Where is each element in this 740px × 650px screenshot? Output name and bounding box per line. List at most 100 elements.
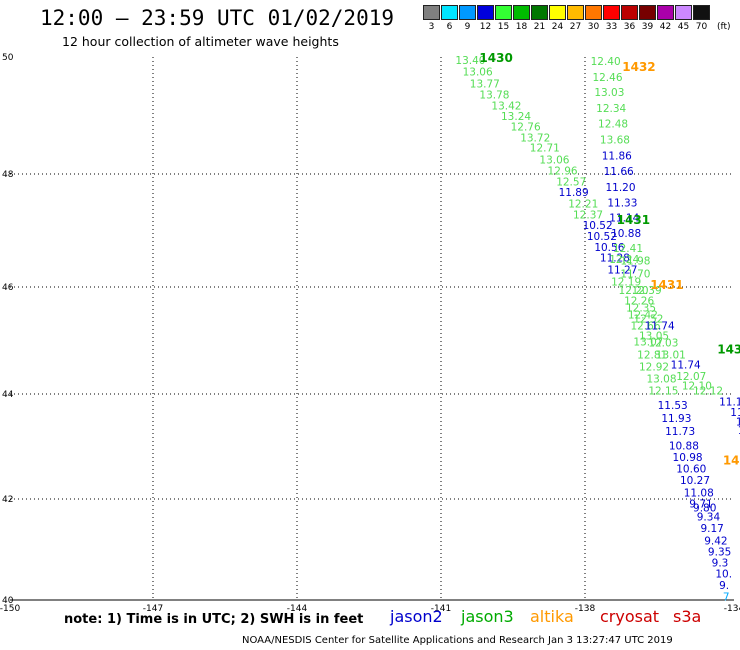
wave-height-obs: 10 [738,425,740,437]
wave-height-obs: 9. [719,580,729,592]
wave-height-obs: 11.74 [671,360,701,372]
lon-tick-label: -141 [431,604,451,614]
legend-label-6: 6 [446,22,453,32]
legend-label-39: 39 [641,22,654,32]
wave-height-obs: 10. [715,569,732,581]
wave-height-obs: 11.74 [645,321,675,333]
wave-height-obs: 11.93 [661,413,691,425]
wave-height-obs: 13.40 [455,55,485,67]
legend-swatch-70 [693,5,710,20]
legend-label-33: 33 [605,22,618,32]
wave-height-obs: 12.07 [676,371,706,383]
legend-swatch-30 [585,5,602,20]
wave-height-obs: 12.19 [611,276,641,288]
lon-tick-label: -147 [143,604,163,614]
lat-tick-label: 46 [2,283,14,293]
wave-height-obs: 9.80 [693,503,716,515]
wave-height-obs: 13.03 [594,87,624,99]
wave-height-obs: 12.71 [530,143,560,155]
wave-height-obs: 12.10 [682,380,712,392]
legend-swatch-18 [513,5,530,20]
wave-height-obs: 12.76 [511,122,541,134]
lon-tick-label: -144 [287,604,308,614]
wave-height-obs: 12.24 [609,254,639,266]
wave-height-obs: 12.15 [648,385,678,397]
legend-swatch-24 [549,5,566,20]
wave-height-obs: 12.92 [639,362,669,374]
wave-height-obs: 13.06 [539,154,569,166]
pass-time-label: 1430 [479,51,512,65]
legend-swatch-6 [441,5,458,20]
wave-height-obs: 12.81 [637,349,667,361]
wave-height-obs: 12.48 [598,119,628,131]
wave-height-obs: 12.12 [693,385,723,397]
wave-height-obs: 9.35 [708,547,731,559]
wave-height-obs: 11.14 [609,213,639,225]
wave-height-obs: 13.42 [491,101,521,113]
wave-height-obs: 10.7 [736,416,740,428]
legend-swatch-21 [531,5,548,20]
pass-time-label: 14 [723,454,740,468]
wave-height-obs: 12.35 [626,302,656,314]
wave-height-obs: 12.39 [632,285,662,297]
wave-height-obs: 9.42 [704,535,727,547]
legend-unit: (ft) [717,22,731,32]
wave-height-obs: 12.57 [556,176,586,188]
wave-height-obs: 12.52 [633,314,663,326]
wave-height-obs: 7 [723,591,730,603]
legend-label-18: 18 [515,22,528,32]
wave-height-obs: 11.13 [719,396,740,408]
wave-height-obs: 10.88 [611,228,641,240]
lon-tick-label: -134 [724,604,740,614]
wave-height-obs: 11.28 [600,253,630,265]
legend-label-24: 24 [551,22,564,32]
wave-height-obs: 11.73 [665,426,695,438]
satellite-legend-jason3: jason3 [461,607,514,626]
legend-swatch-42 [657,5,674,20]
wave-height-obs: 13.77 [470,78,500,90]
wave-height-obs: 11.27 [607,264,637,276]
lat-tick-label: 40 [2,596,14,606]
wave-height-obs: 13.08 [646,373,676,385]
legend-label-45: 45 [677,22,690,32]
legend-swatch-45 [675,5,692,20]
satellite-legend-cryosat: cryosat [600,607,660,626]
legend-swatch-39 [639,5,656,20]
legend-label-36: 36 [623,22,636,32]
wave-height-obs: 9.17 [700,523,723,535]
wave-height-obs: 12.21 [568,198,598,210]
legend-label-9: 9 [464,22,471,32]
lat-tick-label: 48 [2,170,14,180]
wave-height-obs: 11.66 [604,166,634,178]
lat-tick-label: 44 [2,390,14,400]
wave-height-obs: 13.01 [656,349,686,361]
wave-height-obs: 13.68 [600,134,630,146]
wave-height-obs: 11.08 [684,488,714,500]
wave-height-obs: 11.89 [559,187,589,199]
legend-swatch-3 [423,5,440,20]
legend-swatch-12 [477,5,494,20]
wave-height-obs: 11.20 [605,182,635,194]
legend-label-12: 12 [479,22,492,32]
legend-label-15: 15 [497,22,510,32]
wave-height-obs: 13.06 [463,67,493,79]
satellite-legend-jason2: jason2 [390,607,443,626]
wave-height-obs: 12.37 [573,210,603,222]
lat-tick-label: 50 [2,53,14,63]
wave-height-obs: 10.98 [673,452,703,464]
wave-height-obs: 12.20 [619,285,649,297]
wave-height-obs: 11.86 [602,150,632,162]
lat-tick-label: 42 [2,495,13,505]
wave-height-obs: 12.03 [648,338,678,350]
wave-height-obs: 13.05 [639,331,669,343]
wave-height-obs: 10.56 [594,242,624,254]
wave-height-obs: 11.70 [620,268,650,280]
wave-height-obs: 12.66 [630,321,660,333]
wave-height-obs: 9.3 [712,558,729,570]
map-subtitle: 12 hour collection of altimeter wave hei… [62,34,339,49]
legend-label-70: 70 [695,22,708,32]
credit-line: NOAA/NESDIS Center for Satellite Applica… [242,635,673,646]
wave-height-obs: 9.71 [689,499,712,511]
legend-swatch-36 [621,5,638,20]
